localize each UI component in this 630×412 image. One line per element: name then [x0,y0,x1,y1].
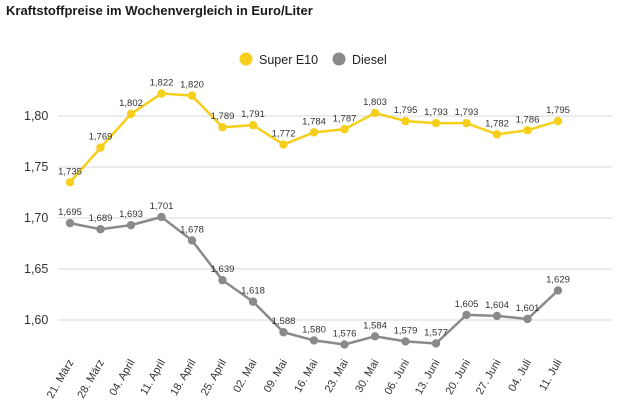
data-point [340,125,349,134]
data-point [370,108,380,118]
data-label: 1,735 [58,166,82,177]
data-point [492,311,502,321]
data-label: 1,605 [455,299,479,310]
data-label: 1,693 [119,209,143,220]
data-point [492,130,502,139]
data-label: 1,795 [546,105,570,116]
data-label: 1,791 [241,109,265,120]
data-point [279,328,288,337]
data-point [309,336,319,345]
data-label: 1,786 [516,114,540,125]
x-tick-label: 04. April [107,358,137,398]
data-label: 1,787 [333,113,357,124]
y-tick-label: 1,80 [24,109,48,123]
data-label: 1,579 [394,325,418,336]
data-label: 1,678 [180,224,204,235]
data-label: 1,584 [363,320,387,331]
chart-title: Kraftstoffpreise im Wochenvergleich in E… [6,3,313,18]
x-tick-label: 18. April [168,358,198,398]
data-point [157,212,166,222]
data-label: 1,577 [424,327,448,338]
y-tick-label: 1,75 [24,160,48,174]
data-point [96,225,105,234]
data-point [462,310,471,320]
data-label: 1,601 [516,303,540,314]
series-line [69,92,559,184]
data-label: 1,803 [363,97,387,108]
x-tick-label: 02. Mai [231,358,259,395]
x-tick-label: 06. Juni [382,358,412,397]
data-point [65,218,75,228]
data-label: 1,789 [211,111,235,122]
legend-label: Diesel [352,53,387,67]
data-label: 1,689 [89,213,113,224]
data-point [218,123,227,132]
data-point [157,89,166,98]
x-tick-label: 21. März [45,358,77,401]
x-tick-label: 23. Mai [323,358,351,395]
data-label: 1,820 [180,80,204,91]
data-label: 1,618 [241,286,265,297]
legend-marker [332,52,346,66]
legend-marker [239,52,253,66]
x-tick-label: 27. Juni [474,358,504,397]
y-tick-label: 1,65 [24,262,48,276]
data-point [218,276,227,285]
data-point [523,314,532,324]
data-point [401,337,410,346]
data-label: 1,576 [333,328,357,339]
x-tick-label: 11. Juli [537,358,564,393]
data-point [370,332,380,341]
x-tick-label: 04. Juli [506,358,534,394]
data-point [96,143,105,152]
data-point [126,220,136,230]
x-tick-label: 20. Juni [443,358,473,397]
data-label: 1,793 [455,107,479,118]
y-tick-label: 1,70 [24,211,48,225]
data-label: 1,695 [58,207,82,218]
data-label: 1,604 [485,300,509,311]
data-label: 1,769 [89,132,113,143]
data-point [248,297,258,306]
data-point [431,339,441,348]
data-point [279,140,288,149]
data-label: 1,822 [150,78,174,89]
data-label: 1,588 [272,316,296,327]
data-label: 1,580 [302,324,326,335]
data-point [248,120,258,130]
x-tick-label: 16. Mai [292,358,320,395]
data-label: 1,802 [119,98,143,109]
data-label: 1,639 [211,264,235,275]
data-point [431,118,441,128]
data-point [65,178,75,187]
data-label: 1,782 [485,118,509,129]
x-tick-label: 30. Mai [353,358,381,395]
data-point [523,126,532,135]
data-point [340,340,349,349]
data-point [553,286,563,295]
x-tick-label: 09. Mai [262,358,290,395]
data-point [401,116,410,126]
data-point [309,128,319,137]
data-point [126,109,136,119]
x-tick-label: 11. April [138,358,168,398]
data-label: 1,793 [424,107,448,118]
data-point [187,236,197,245]
x-tick-label: 25. April [199,358,229,398]
data-point [553,116,563,126]
x-tick-label: 13. Juni [413,358,443,397]
data-point [187,91,197,100]
data-point [462,118,471,128]
data-label: 1,701 [150,201,174,212]
data-label: 1,629 [546,274,570,285]
data-label: 1,772 [272,129,296,140]
data-label: 1,784 [302,116,326,127]
x-tick-label: 28. März [75,358,107,401]
y-tick-label: 1,60 [24,313,48,327]
legend-label: Super E10 [259,53,318,67]
data-label: 1,795 [394,105,418,116]
